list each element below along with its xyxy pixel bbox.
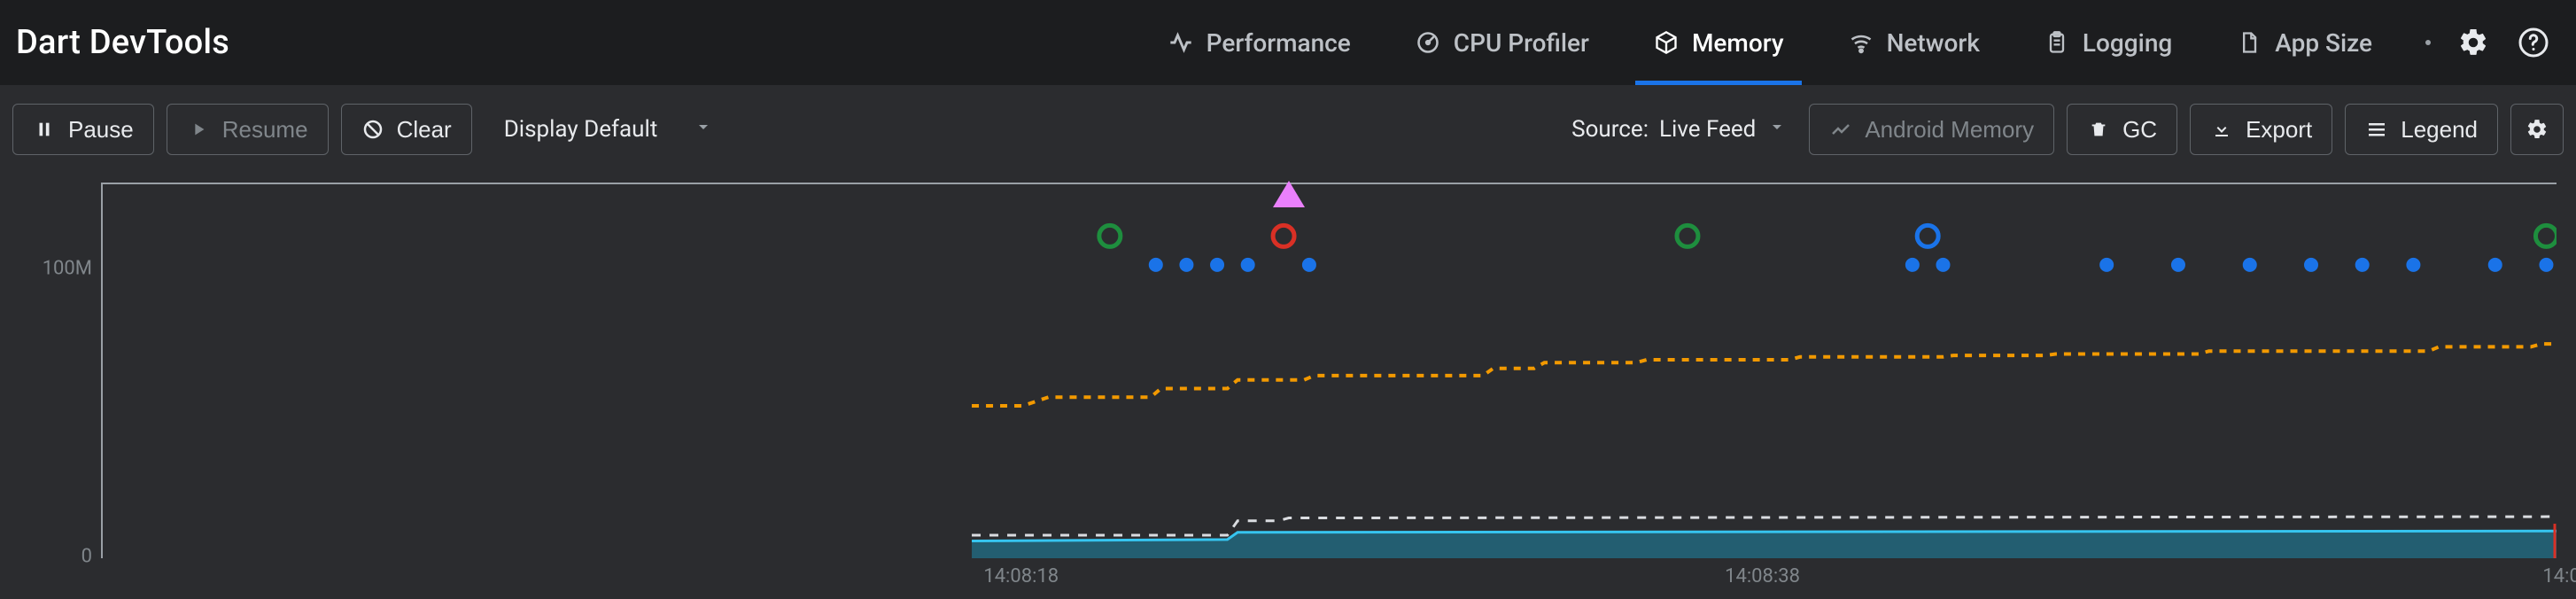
- tab-app-size[interactable]: App Size: [2204, 0, 2404, 85]
- wifi-icon: [1848, 29, 1874, 56]
- speedometer-icon: [1415, 29, 1441, 56]
- clipboard-icon: [2044, 29, 2070, 56]
- nav-tabs: Performance CPU Profiler Memory Network Logg…: [1136, 0, 2404, 85]
- clear-label: Clear: [397, 116, 452, 144]
- resume-button[interactable]: Resume: [167, 104, 329, 155]
- trash-icon: [2087, 118, 2110, 141]
- tab-label: CPU Profiler: [1454, 28, 1589, 58]
- tab-network[interactable]: Network: [1816, 0, 2012, 85]
- chevron-down-icon: [693, 116, 714, 144]
- pause-label: Pause: [68, 116, 134, 144]
- tab-label: Memory: [1692, 28, 1784, 58]
- chart-plot-area[interactable]: [101, 183, 2557, 558]
- x-tick-label: 14:08:18: [983, 565, 1059, 587]
- tab-label: Logging: [2083, 28, 2172, 58]
- source-prefix: Source:: [1571, 116, 1649, 143]
- y-tick-label: 0: [81, 546, 92, 568]
- legend-button[interactable]: Legend: [2345, 104, 2498, 155]
- x-axis-labels: 14:08:1814:08:3814:08:59: [101, 562, 2557, 599]
- help-icon[interactable]: [2516, 25, 2551, 60]
- download-icon: [2210, 118, 2233, 141]
- chart-line-icon: [1829, 118, 1852, 141]
- memory-chart: 0100M 14:08:1814:08:3814:08:59: [12, 183, 2564, 599]
- x-tick-label: 14:08:59: [2542, 565, 2576, 587]
- y-tick-label: 100M: [43, 258, 92, 280]
- app-title: Dart DevTools: [16, 23, 229, 62]
- clear-button[interactable]: Clear: [341, 104, 472, 155]
- list-icon: [2365, 118, 2388, 141]
- chevron-down-icon: [1766, 116, 1788, 144]
- app-header: Dart DevTools Performance CPU Profiler Mem…: [0, 0, 2576, 85]
- display-dropdown[interactable]: Display Default: [485, 104, 731, 155]
- resume-label: Resume: [222, 116, 308, 144]
- snapshot-marker-icon: [1273, 181, 1305, 207]
- pulse-icon: [1168, 29, 1194, 56]
- document-icon: [2236, 29, 2262, 56]
- gc-button[interactable]: GC: [2067, 104, 2177, 155]
- android-memory-button[interactable]: Android Memory: [1809, 104, 2054, 155]
- pause-button[interactable]: Pause: [12, 104, 154, 155]
- display-dropdown-value: Display Default: [504, 116, 658, 143]
- tab-cpu-profiler[interactable]: CPU Profiler: [1383, 0, 1621, 85]
- cube-icon: [1653, 29, 1680, 56]
- x-tick-label: 14:08:38: [1725, 565, 1800, 587]
- source-value: Live Feed: [1659, 116, 1756, 143]
- android-memory-label: Android Memory: [1865, 116, 2034, 144]
- source-dropdown[interactable]: Source: Live Feed: [1571, 116, 1796, 144]
- y-axis-labels: 0100M: [12, 183, 97, 558]
- block-icon: [361, 118, 384, 141]
- toolbar: Pause Resume Clear Display Default Sourc…: [0, 85, 2576, 174]
- chart-svg: [103, 184, 2557, 558]
- chart-settings-button[interactable]: [2510, 104, 2564, 155]
- tab-label: App Size: [2275, 28, 2372, 58]
- tab-performance[interactable]: Performance: [1136, 0, 1383, 85]
- export-label: Export: [2246, 116, 2312, 144]
- tab-memory[interactable]: Memory: [1621, 0, 1816, 85]
- gear-icon[interactable]: [2456, 25, 2491, 60]
- status-dot-icon: [2425, 40, 2431, 45]
- gear-icon: [2526, 118, 2549, 141]
- legend-label: Legend: [2401, 116, 2478, 144]
- play-icon: [187, 118, 210, 141]
- export-button[interactable]: Export: [2190, 104, 2332, 155]
- tab-label: Network: [1887, 28, 1980, 58]
- pause-icon: [33, 118, 56, 141]
- tab-logging[interactable]: Logging: [2012, 0, 2204, 85]
- gc-label: GC: [2122, 116, 2157, 144]
- tab-label: Performance: [1207, 28, 1351, 58]
